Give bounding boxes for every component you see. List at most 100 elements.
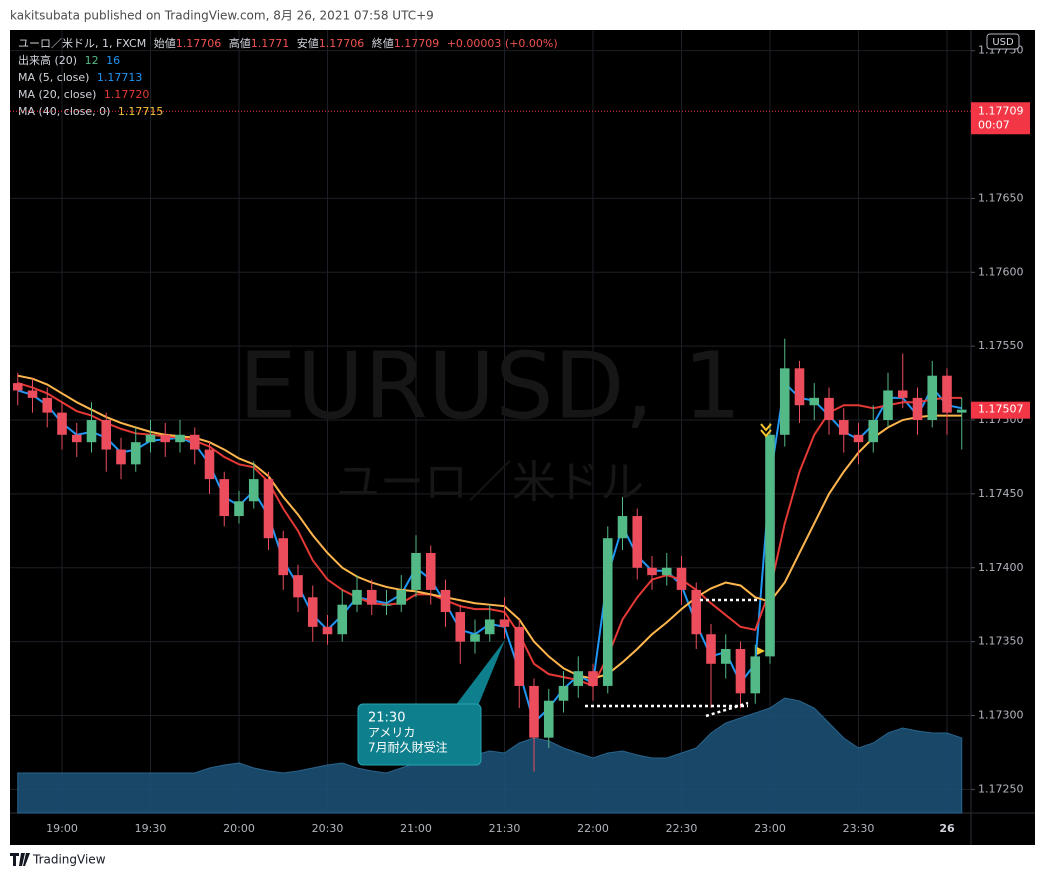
candle-body [101, 420, 112, 450]
marker [757, 647, 765, 655]
volume-layer [17, 697, 963, 814]
ma-line [17, 374, 962, 680]
legend-row: 出来高 (20) 12 16 [18, 53, 120, 67]
callout-box [357, 703, 482, 766]
candle-body [779, 368, 790, 435]
candle-body [883, 390, 893, 421]
candle-body [248, 479, 259, 502]
y-tick-label: 1.17450 [978, 487, 1024, 500]
candle-body [720, 649, 731, 664]
price-tag-label: 1.17709 [978, 104, 1024, 117]
candle-body [71, 434, 82, 443]
candle-body [130, 442, 141, 465]
candle-body [57, 412, 67, 435]
candle-body [42, 397, 53, 413]
candle-body [897, 390, 908, 398]
candle-body [352, 589, 362, 605]
y-tick-label: 1.17250 [978, 782, 1024, 795]
x-tick-label: 22:30 [666, 822, 698, 835]
candle-body [12, 383, 23, 391]
candle-body [86, 420, 97, 443]
candle-body [293, 575, 303, 598]
candle-body [440, 589, 451, 613]
candle-body [573, 671, 584, 686]
currency: USD [992, 37, 1014, 48]
candle-body [838, 420, 849, 435]
x-tick-label: 20:30 [312, 822, 344, 835]
ohlc-value: 1.17706 [319, 37, 365, 50]
price-tag [971, 102, 1030, 135]
candle-body [794, 368, 805, 406]
ohlc-change: +0.00003 (+0.00%) [447, 37, 558, 50]
legend-name: MA (5, close) [18, 71, 89, 84]
x-tick-label: 23:00 [754, 822, 786, 835]
countdown: 00:07 [978, 118, 1010, 131]
candle-body [691, 589, 702, 635]
legend-value: 1.17713 [97, 71, 143, 84]
candle-body [868, 420, 879, 443]
candle-body [189, 434, 200, 450]
candle-body [706, 634, 716, 664]
x-tick-label: 21:00 [400, 822, 432, 835]
y-tick-label: 1.17600 [978, 265, 1024, 278]
volume-value: 16 [106, 54, 120, 67]
candle-body [956, 409, 967, 413]
currency-box [986, 33, 1020, 50]
y-tick-label: 1.17550 [978, 339, 1024, 352]
candle-body [484, 619, 495, 635]
last-price-tag [971, 401, 1030, 419]
chevron [760, 423, 772, 438]
last-price-label: 1.17507 [978, 403, 1024, 416]
candle-body [455, 612, 466, 642]
candle-body [204, 449, 215, 480]
candle-body [470, 634, 480, 642]
ohlc-value: 1.17706 [176, 37, 222, 50]
candle-body [927, 375, 938, 421]
candle-body [411, 552, 421, 590]
candle-body [425, 552, 436, 590]
candle-body [145, 434, 156, 443]
candle-body [263, 479, 274, 539]
candle-body [809, 397, 820, 406]
candle-body [234, 501, 244, 517]
candle-body [750, 656, 761, 694]
candle-body [647, 567, 657, 576]
ohlc-value: 1.1771 [251, 37, 290, 50]
callout-text: アメリカ [368, 726, 415, 740]
watermark-sub: ユーロ／米ドル [336, 457, 644, 508]
candle-body [558, 685, 569, 701]
candle-body [735, 649, 746, 694]
legend-value: 1.17720 [104, 88, 150, 101]
brand-logo [10, 853, 30, 866]
candle-body [219, 479, 230, 517]
drawings: 21:30 アメリカ 7月耐久財受注 [357, 423, 772, 766]
y-tick-label: 1.17650 [978, 191, 1024, 204]
candle-body [912, 397, 923, 421]
legend-value: 1.17715 [118, 105, 164, 118]
candle-body [278, 538, 289, 576]
candle-body [617, 516, 628, 539]
watermark: EURUSD, 1 [239, 332, 742, 439]
legend-row: ユーロ／米ドル, 1, FXCM 始値1.17706 高値1.1771 安値1.… [18, 36, 558, 50]
ohlc-label: 終値 [372, 36, 394, 50]
candle-body [116, 449, 126, 465]
x-tick-label: 26 [939, 822, 955, 835]
candle-body [381, 604, 392, 606]
publisher: kakitsubata published on TradingView.com… [10, 9, 434, 23]
dotted-line [705, 701, 749, 718]
candle-body [366, 589, 377, 605]
ohlc-label: 高値 [229, 36, 251, 50]
candle-body [853, 434, 864, 443]
candle-body [765, 434, 775, 657]
x-tick-label: 19:00 [46, 822, 78, 835]
candle-body [602, 538, 613, 686]
x-tick-label: 23:30 [843, 822, 875, 835]
candle-body [824, 397, 834, 421]
x-tick-label: 21:30 [489, 822, 521, 835]
axes: 1.17250 1.17300 1.17350 1.17400 1.17450 1.175… [10, 44, 1030, 835]
legend-name: MA (20, close) [18, 88, 96, 101]
x-tick-label: 20:00 [223, 822, 255, 835]
legend-row: MA (5, close) 1.17713 [18, 71, 142, 84]
legend-row: MA (40, close, 0) 1.17715 [18, 105, 163, 118]
